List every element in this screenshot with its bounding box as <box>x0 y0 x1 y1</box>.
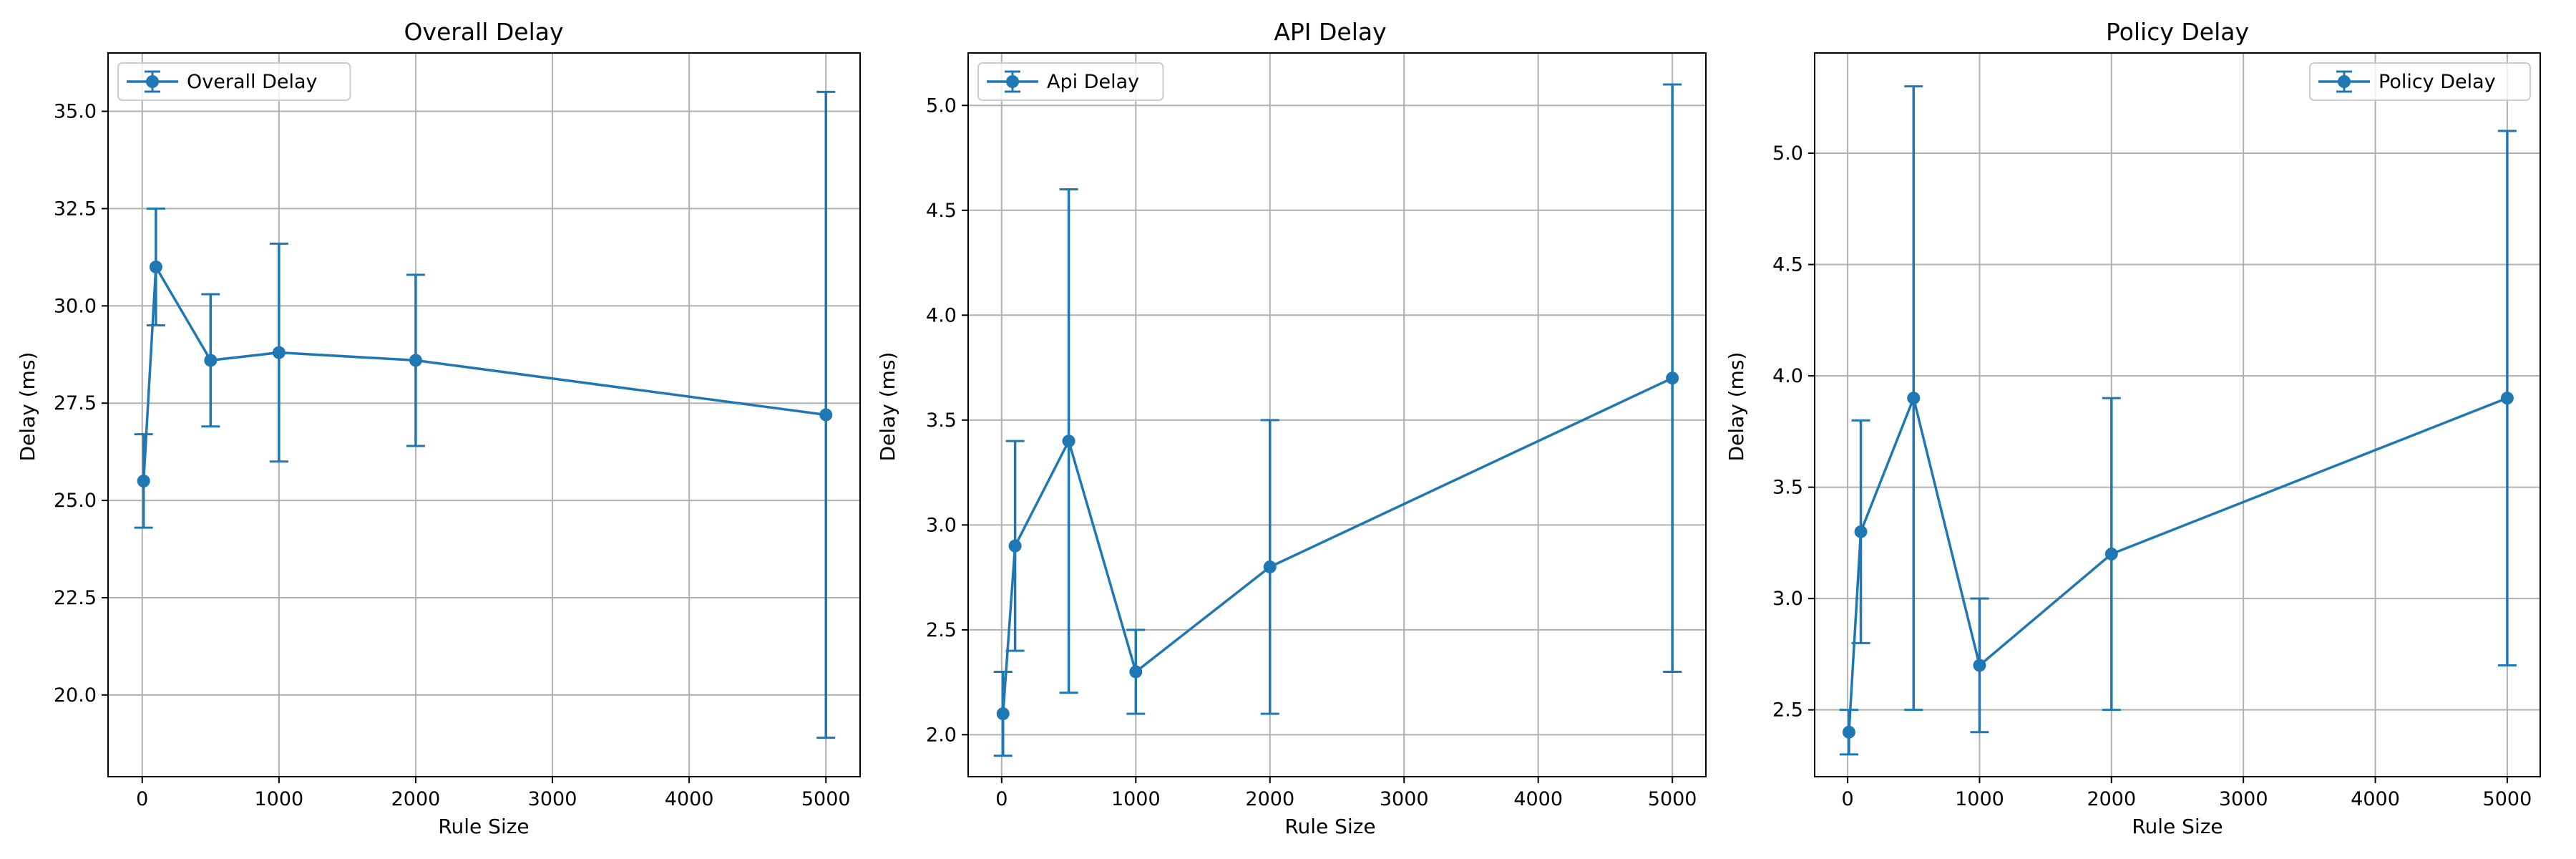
data-point <box>2500 392 2514 405</box>
data-point <box>272 346 286 359</box>
x-tick-label: 1000 <box>1111 788 1161 810</box>
data-point <box>1062 435 1075 448</box>
legend: Overall Delay <box>117 62 351 101</box>
data-point <box>149 260 162 273</box>
y-tick-label: 32.5 <box>54 198 97 220</box>
x-tick-label: 2000 <box>2087 788 2136 810</box>
x-tick-label: 1000 <box>255 788 304 810</box>
gridlines <box>1815 53 2540 777</box>
x-tick-label: 2000 <box>391 788 441 810</box>
data-point <box>204 354 218 367</box>
y-tick-label: 25.0 <box>54 490 97 512</box>
x-tick-label: 3000 <box>1380 788 1429 810</box>
series-line <box>1001 377 1673 714</box>
legend: Policy Delay <box>2309 62 2531 101</box>
x-axis-label: Rule Size <box>438 815 529 838</box>
y-axis-label: Delay (ms) <box>1724 352 1748 462</box>
data-point <box>1263 560 1277 573</box>
legend-box <box>977 62 1164 101</box>
y-tick-label: 2.5 <box>926 619 957 641</box>
y-tick-label: 4.5 <box>926 200 957 222</box>
chart-title: API Delay <box>1274 18 1386 46</box>
y-tick-label: 2.5 <box>1772 699 1803 722</box>
x-tick-label: 5000 <box>2483 788 2532 810</box>
y-tick-label: 4.0 <box>1772 365 1803 387</box>
x-tick-label: 0 <box>995 788 1008 810</box>
x-tick-label: 5000 <box>801 788 851 810</box>
data-point <box>2104 547 2118 560</box>
x-axis-label: Rule Size <box>1284 815 1375 838</box>
plot-frame <box>967 52 1707 777</box>
x-tick-label: 2000 <box>1245 788 1294 810</box>
legend: Api Delay <box>977 62 1164 101</box>
y-axis-label: Delay (ms) <box>876 352 899 462</box>
series-line <box>1848 394 2508 732</box>
x-tick-label: 0 <box>1841 788 1853 810</box>
y-tick-label: 5.0 <box>1772 142 1803 165</box>
data-point <box>137 474 150 487</box>
y-tick-label: 3.0 <box>926 514 957 536</box>
subplot-policy-delay: Policy Delay Rule Size Delay (ms) 0 1000 2… <box>1724 18 2541 838</box>
data-point <box>1842 725 1855 739</box>
chart-title: Policy Delay <box>2106 18 2249 46</box>
y-tick-label: 27.5 <box>54 392 97 414</box>
data-point <box>1129 665 1143 679</box>
y-tick-label: 5.0 <box>926 94 957 117</box>
x-tick-label: 1000 <box>1955 788 2004 810</box>
y-tick-label: 3.0 <box>1772 588 1803 610</box>
y-tick-label: 35.0 <box>54 101 97 123</box>
legend-box <box>117 62 351 101</box>
x-tick-label: 4000 <box>2351 788 2400 810</box>
series-line <box>142 263 826 482</box>
subplot-overall-delay: Overall Delay Rule Size Delay (ms) 0 1000… <box>16 18 861 838</box>
chart-title: Overall Delay <box>404 18 563 46</box>
data-point <box>1666 372 1679 385</box>
data-point <box>1008 539 1022 553</box>
x-axis-label: Rule Size <box>2132 815 2223 838</box>
x-tick-label: 0 <box>136 788 148 810</box>
x-tick-label: 3000 <box>2219 788 2268 810</box>
data-point <box>1854 525 1868 538</box>
x-tick-label: 4000 <box>665 788 714 810</box>
plot-frame <box>107 52 861 777</box>
y-tick-label: 4.0 <box>926 304 957 326</box>
y-axis-label: Delay (ms) <box>16 352 39 462</box>
legend-marker <box>1006 75 1019 88</box>
data-point <box>819 408 833 422</box>
legend-marker <box>2338 75 2351 88</box>
x-tick-label: 5000 <box>1648 788 1697 810</box>
data-point <box>996 707 1010 721</box>
legend-label: Overall Delay <box>187 71 318 93</box>
data-point <box>409 354 422 367</box>
legend-label: Api Delay <box>1047 71 1139 93</box>
x-tick-label: 4000 <box>1513 788 1563 810</box>
y-tick-label: 2.0 <box>926 724 957 746</box>
y-tick-label: 3.5 <box>1772 477 1803 499</box>
data-point <box>1907 392 1921 405</box>
legend-label: Policy Delay <box>2379 71 2496 93</box>
legend-box <box>2309 62 2531 101</box>
gridlines <box>108 53 860 777</box>
data-point <box>1973 659 1986 672</box>
y-tick-label: 3.5 <box>926 409 957 432</box>
x-tick-label: 3000 <box>528 788 577 810</box>
y-tick-label: 30.0 <box>54 295 97 317</box>
y-tick-label: 4.5 <box>1772 254 1803 276</box>
plot-frame <box>1814 52 2541 777</box>
y-tick-label: 20.0 <box>54 684 97 707</box>
legend-marker <box>146 75 159 88</box>
subplot-api-delay: API Delay Rule Size Delay (ms) 0 1000 2000… <box>876 18 1707 838</box>
y-tick-label: 22.5 <box>54 587 97 609</box>
